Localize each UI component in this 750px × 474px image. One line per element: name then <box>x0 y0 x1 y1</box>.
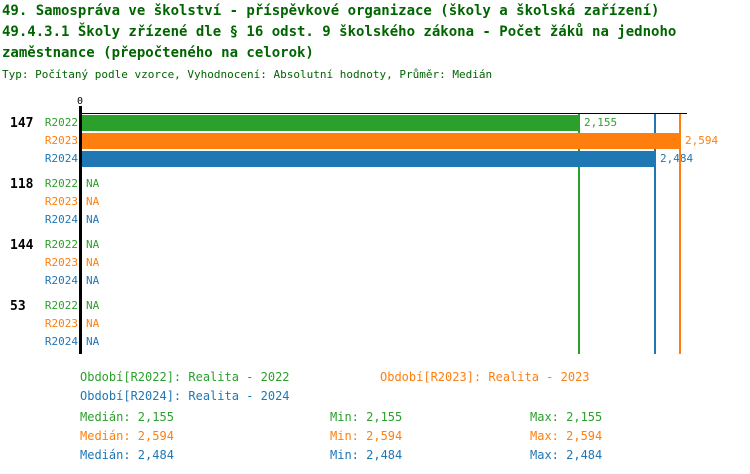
series-label: R2023 <box>44 134 78 147</box>
report-subtitle: Typ: Počítaný podle vzorce, Vyhodnocení:… <box>2 68 493 81</box>
bar-value-label: 2,155 <box>584 116 618 129</box>
bar-value-label: 2,594 <box>685 134 719 147</box>
report-title-line-1: 49. Samospráva ve školství - příspěvkové… <box>2 3 660 19</box>
stat-min-r2023: Min: 2,594 <box>330 429 403 443</box>
stat-max-r2023: Max: 2,594 <box>530 429 603 443</box>
series-label: R2024 <box>44 335 78 348</box>
report-title-line-2: 49.4.3.1 Školy zřízené dle § 16 odst. 9 … <box>2 24 677 40</box>
na-label: NA <box>86 213 100 226</box>
series-label: R2022 <box>44 299 78 312</box>
series-label: R2023 <box>44 317 78 330</box>
bar-r2023 <box>81 133 679 149</box>
group-label: 147 <box>10 116 34 131</box>
series-label: R2023 <box>44 256 78 269</box>
na-label: NA <box>86 238 100 251</box>
report-title-line-3: zaměstnance (přepočteného na celorok) <box>2 45 314 61</box>
series-label: R2023 <box>44 195 78 208</box>
bar-r2022 <box>81 115 578 131</box>
x-axis-top-line <box>81 113 687 114</box>
y-axis-line <box>79 106 82 354</box>
stat-min-r2024: Min: 2,484 <box>330 448 403 462</box>
na-label: NA <box>86 256 100 269</box>
series-label: R2022 <box>44 177 78 190</box>
series-label: R2022 <box>44 116 78 129</box>
group-label: 53 <box>10 299 26 314</box>
legend-item-r2023: Období[R2023]: Realita - 2023 <box>380 370 590 384</box>
max-line-r2022 <box>578 113 580 354</box>
x-axis-zero-label: 0 <box>77 96 84 107</box>
series-label: R2024 <box>44 274 78 287</box>
series-label: R2024 <box>44 152 78 165</box>
bar-value-label: 2,484 <box>660 152 694 165</box>
stat-median-r2023: Medián: 2,594 <box>80 429 174 443</box>
stat-median-r2024: Medián: 2,484 <box>80 448 174 462</box>
na-label: NA <box>86 274 100 287</box>
series-label: R2024 <box>44 213 78 226</box>
bar-r2024 <box>81 151 654 167</box>
na-label: NA <box>86 299 100 312</box>
group-label: 118 <box>10 177 34 192</box>
max-line-r2024 <box>654 113 656 354</box>
group-label: 144 <box>10 238 34 253</box>
stat-max-r2024: Max: 2,484 <box>530 448 603 462</box>
na-label: NA <box>86 335 100 348</box>
legend-item-r2022: Období[R2022]: Realita - 2022 <box>80 370 290 384</box>
max-line-r2023 <box>679 113 681 354</box>
na-label: NA <box>86 317 100 330</box>
legend-item-r2024: Období[R2024]: Realita - 2024 <box>80 389 290 403</box>
na-label: NA <box>86 195 100 208</box>
stat-max-r2022: Max: 2,155 <box>530 410 603 424</box>
stat-median-r2022: Medián: 2,155 <box>80 410 174 424</box>
stat-min-r2022: Min: 2,155 <box>330 410 403 424</box>
series-label: R2022 <box>44 238 78 251</box>
na-label: NA <box>86 177 100 190</box>
